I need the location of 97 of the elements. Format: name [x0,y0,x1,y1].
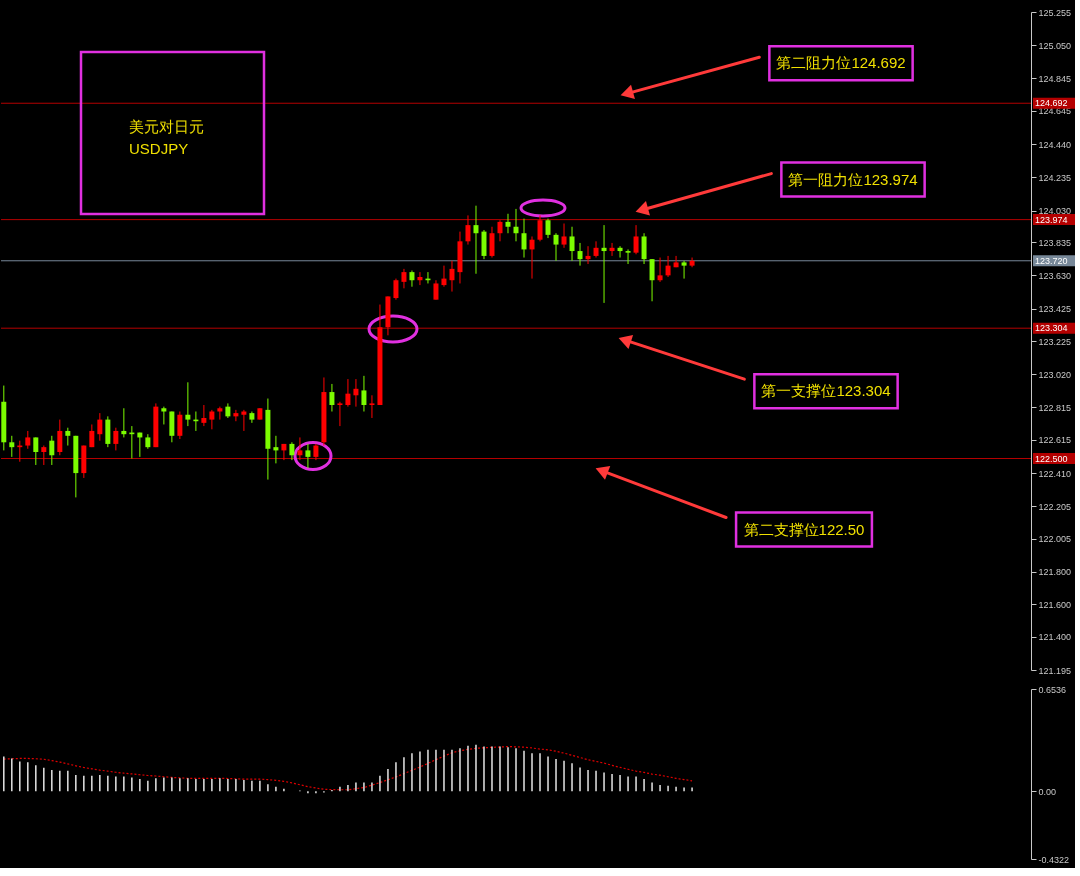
y-tick-label: 123.630 [1038,270,1072,281]
candlestick [633,224,639,255]
annotation: 第二支撑位122.50 [743,520,865,538]
annotation: 第二阻力位124.692 [776,54,906,72]
candlestick [449,260,455,293]
candlestick [57,419,63,456]
y-tick-label: 124.845 [1038,73,1072,84]
candlestick [361,375,367,412]
y-tick-label: 124.645 [1038,106,1072,117]
candlestick [657,257,663,283]
candlestick [297,436,303,461]
annotation: 第一阻力位123.974 [788,170,918,188]
candlestick [417,271,423,286]
y-tick-label: 125.255 [1038,7,1072,18]
candlestick [185,381,191,427]
candlestick [97,412,103,442]
y-tick-label: 121.400 [1038,632,1072,643]
annotation: 第一支撑位123.304 [761,382,891,400]
candlestick [49,435,55,466]
candlestick [537,214,543,242]
candlestick [489,226,495,259]
candlestick [673,255,679,268]
candlestick [529,235,535,280]
candlestick [473,205,479,275]
candlestick [337,401,343,427]
y-tick-label: 124.030 [1038,206,1072,217]
candlestick [545,218,551,239]
y-tick-label: 122.615 [1038,435,1072,446]
candlestick [281,443,287,461]
candlestick [209,409,215,430]
y-tick-label: -0.4322 [1038,854,1070,865]
y-tick-label: 122.815 [1038,402,1072,413]
text: USDJPY [129,140,189,157]
y-tick-label: 124.235 [1038,172,1072,183]
text: 美元对日元 [129,118,204,135]
ref-line-label: 123.304 [1035,323,1068,334]
y-tick-label: 122.005 [1038,534,1072,545]
candlestick [329,383,335,412]
ref-line-label: 123.720 [1035,255,1068,266]
y-tick-label: 123.225 [1038,336,1072,347]
y-tick-label: 123.425 [1038,304,1072,315]
y-tick-label: 0.6536 [1038,684,1067,695]
y-tick-label: 121.800 [1038,567,1072,578]
candlestick [249,411,255,424]
candlestick [441,265,447,288]
candlestick [665,255,671,278]
candlestick [625,248,631,265]
candlestick [609,242,615,257]
candlestick [409,270,415,288]
candlestick [569,226,575,262]
candlestick [593,240,599,259]
y-tick-label: 125.050 [1038,40,1072,51]
candlestick [577,242,583,267]
candlestick [273,435,279,464]
y-tick-label: 0.00 [1038,786,1057,797]
candlestick [393,278,399,301]
candlestick [345,378,351,408]
candlestick [681,260,687,280]
candlestick [585,245,591,265]
candlestick [641,232,647,265]
candlestick [241,409,247,432]
candlestick [233,409,239,422]
candlestick [617,245,623,259]
candlestick [201,404,207,427]
y-tick-label: 124.440 [1038,139,1072,150]
candlestick [561,223,567,249]
candlestick [649,258,655,302]
y-tick-label: 122.205 [1038,501,1072,512]
y-tick-label: 122.410 [1038,468,1072,479]
candlestick [553,232,559,262]
candlestick [521,218,527,259]
candlestick [513,208,519,242]
candlestick [401,268,407,289]
ref-line-label: 122.500 [1035,453,1068,464]
candlestick [465,214,471,246]
candlestick [121,407,127,438]
candlestick [33,436,39,466]
line-series [3,745,693,791]
candlestick [113,427,119,451]
candlestick [305,443,311,469]
candlestick [497,219,503,242]
ref-line-label: 123.974 [1035,214,1068,225]
y-tick-label: 123.835 [1038,237,1072,248]
candlestick [433,279,439,301]
y-tick-label: 123.020 [1038,369,1072,380]
ref-line-label: 124.692 [1035,98,1068,109]
candlestick [369,394,375,419]
candlestick [353,378,359,408]
candlestick [177,411,183,440]
candlestick [9,435,15,458]
candlestick [217,406,223,421]
candlestick [505,213,511,234]
y-tick-label: 121.600 [1038,599,1072,610]
y-tick-label: 121.195 [1038,665,1072,676]
candlestick [41,445,47,466]
candlestick [601,224,607,304]
candlestick [161,406,167,425]
